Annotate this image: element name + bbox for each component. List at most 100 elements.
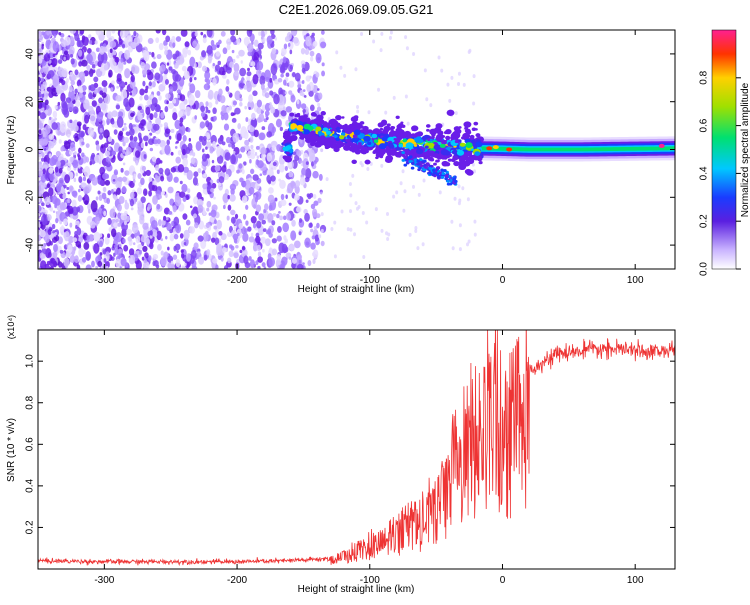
noise-dot	[63, 230, 70, 242]
chart-title: C2E1.2026.069.09.05.G21	[279, 2, 434, 17]
noise-dot	[293, 240, 301, 249]
noise-dot	[228, 105, 232, 111]
noise-dot	[111, 150, 116, 156]
noise-dot	[155, 157, 161, 165]
noise-dot	[310, 115, 314, 120]
noise-dot	[227, 204, 232, 211]
noise-dot	[302, 89, 306, 93]
y-tick-label: 1.0	[25, 354, 36, 368]
noise-dot	[118, 38, 123, 45]
noise-dot	[271, 220, 276, 226]
noise-dot	[280, 110, 287, 117]
noise-dot	[116, 73, 122, 82]
branch-blob	[412, 155, 416, 159]
ridge-blob	[375, 156, 379, 160]
ridge-blob	[441, 135, 446, 138]
noise-dot	[62, 193, 67, 200]
noise-dot	[288, 171, 294, 178]
noise-dot	[307, 193, 312, 200]
noise-dot	[315, 72, 320, 78]
noise-dot	[98, 134, 104, 140]
noise-dot	[43, 127, 46, 130]
noise-dot	[169, 233, 175, 242]
noise-dot	[202, 210, 207, 216]
noise-dot	[206, 207, 210, 212]
noise-dot	[236, 232, 240, 237]
noise-dot	[119, 30, 126, 39]
ridge-blob	[452, 155, 459, 161]
ridge-blob	[386, 123, 391, 127]
noise-dot	[69, 254, 76, 264]
ridge-blob	[367, 141, 372, 146]
ridge-blob	[293, 124, 298, 128]
noise-dot	[113, 195, 118, 201]
noise-dot	[305, 75, 311, 82]
noise-dot	[174, 119, 181, 130]
branch-blob	[403, 155, 407, 159]
noise-dot	[90, 115, 96, 122]
ridge-blob	[321, 137, 328, 143]
noise-dot	[148, 255, 152, 262]
noise-dot	[210, 39, 215, 46]
noise-dot	[81, 141, 85, 146]
noise-dot	[268, 104, 273, 109]
noise-dot	[247, 150, 253, 159]
noise-dot	[233, 252, 239, 259]
ridge-blob	[298, 132, 303, 136]
noise-dot	[466, 242, 470, 247]
noise-dot	[120, 167, 124, 173]
noise-dot	[39, 112, 46, 120]
noise-dot	[300, 103, 307, 110]
noise-dot	[78, 247, 84, 258]
noise-dot	[250, 61, 256, 67]
noise-dot	[312, 258, 316, 265]
peak-spot	[506, 147, 513, 152]
noise-dot	[270, 30, 275, 36]
noise-dot	[245, 79, 251, 89]
noise-dot	[257, 265, 261, 269]
noise-dot	[411, 184, 415, 189]
noise-dot	[238, 163, 243, 169]
noise-dot	[281, 256, 288, 266]
ridge-blob	[336, 142, 343, 148]
noise-dot	[97, 190, 101, 195]
noise-dot	[91, 64, 96, 69]
noise-dot	[142, 69, 148, 76]
noise-dot	[50, 47, 54, 52]
noise-dot	[150, 95, 154, 99]
y-tick-label: 20	[25, 96, 36, 108]
ridge-blob	[341, 116, 345, 119]
noise-dot	[114, 244, 118, 249]
noise-dot	[255, 260, 259, 266]
noise-dot	[160, 238, 164, 242]
noise-dot	[145, 85, 149, 90]
noise-dot	[40, 214, 48, 226]
noise-dot	[84, 114, 90, 124]
y-tick-label: -20	[25, 190, 36, 205]
noise-dot	[268, 179, 272, 185]
ridge-blob	[470, 148, 474, 151]
noise-dot	[300, 139, 303, 144]
noise-dot	[166, 100, 169, 105]
noise-dot	[141, 165, 147, 171]
ridge-blob	[335, 137, 340, 141]
noise-dot	[149, 242, 154, 250]
spectrogram-ylabel: Frequency (Hz)	[6, 116, 17, 185]
noise-dot	[189, 83, 196, 94]
ridge-blob	[389, 144, 395, 149]
noise-dot	[230, 30, 236, 36]
noise-dot	[48, 116, 52, 121]
noise-dot	[165, 193, 168, 198]
noise-dot	[392, 194, 396, 199]
noise-dot	[166, 139, 170, 146]
noise-dot	[287, 42, 291, 47]
noise-dot	[188, 137, 192, 142]
noise-dot	[440, 68, 444, 73]
noise-dot	[89, 84, 96, 92]
noise-dot	[53, 34, 57, 38]
noise-dot	[227, 91, 231, 95]
noise-dot	[107, 233, 111, 239]
noise-dot	[49, 52, 54, 59]
noise-dot	[210, 187, 215, 193]
noise-dot	[255, 235, 261, 244]
